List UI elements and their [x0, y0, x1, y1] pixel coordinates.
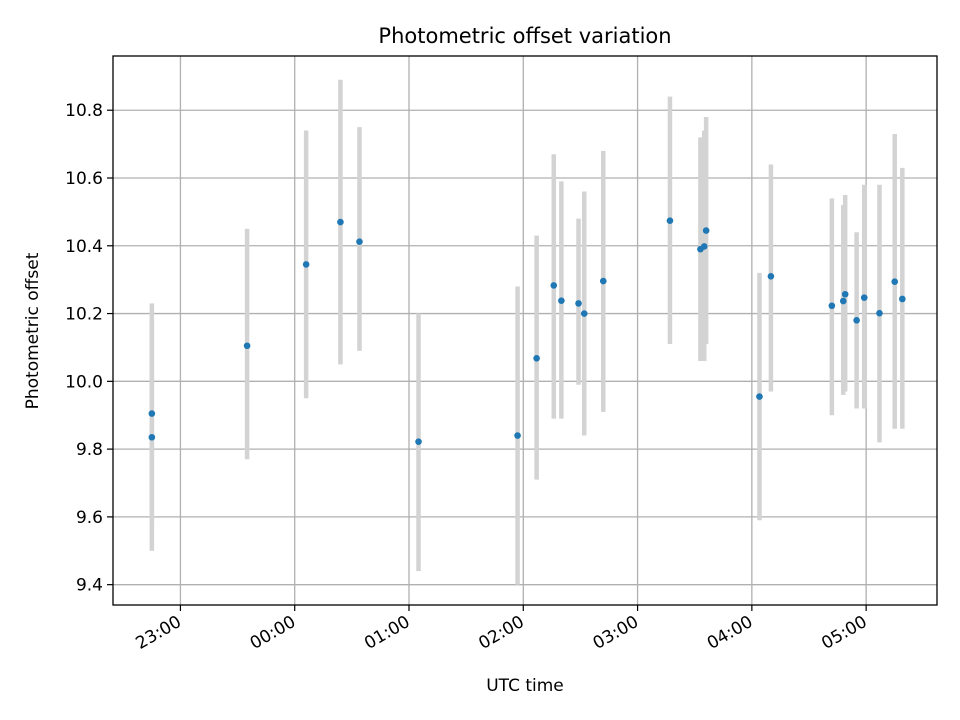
y-tick-label: 9.8: [76, 440, 103, 460]
x-tick-label: 03:00: [590, 612, 642, 654]
y-axis-ticks: 9.4 9.6 9.8 10.0 10.2 10.4 10.6 10.8: [65, 101, 113, 596]
data-point: [356, 238, 363, 246]
data-point: [148, 433, 156, 441]
y-tick-label: 9.4: [76, 576, 103, 596]
y-tick-label: 10.2: [65, 305, 103, 325]
data-point: [302, 261, 310, 268]
data-points: [148, 217, 906, 445]
y-tick-label: 10.0: [65, 372, 103, 392]
grid-lines: [113, 56, 937, 605]
x-tick-label: 23:00: [132, 612, 184, 654]
chart-title: Photometric offset variation: [378, 24, 671, 48]
errorbars: [149, 79, 905, 585]
x-axis-ticks: 23:00 00:00 01:00 02:00 03:00 04:00 05:00: [132, 605, 871, 654]
y-tick-label: 9.6: [76, 508, 103, 528]
data-point: [243, 342, 251, 350]
data-point: [666, 217, 674, 224]
data-point: [828, 302, 836, 310]
data-point: [415, 438, 422, 445]
data-point: [756, 393, 763, 400]
data-point: [599, 277, 607, 285]
data-point: [841, 290, 849, 298]
data-point: [580, 310, 588, 317]
y-axis-label: Photometric offset: [23, 252, 43, 409]
x-tick-label: 02:00: [475, 612, 527, 654]
data-point: [839, 297, 847, 305]
x-tick-label: 05:00: [818, 612, 870, 654]
data-point: [853, 317, 860, 324]
data-point: [700, 243, 708, 250]
data-point: [891, 278, 899, 286]
x-tick-label: 00:00: [247, 612, 299, 654]
data-point: [876, 309, 883, 317]
data-point: [148, 410, 156, 417]
data-point: [575, 300, 582, 307]
y-tick-label: 10.4: [65, 237, 103, 257]
data-point: [899, 295, 906, 303]
y-tick-label: 10.8: [65, 101, 103, 121]
data-point: [514, 432, 521, 439]
data-point: [550, 282, 558, 289]
x-tick-label: 04:00: [704, 612, 756, 654]
data-point: [558, 297, 565, 304]
data-point: [337, 218, 344, 226]
x-tick-label: 01:00: [361, 612, 413, 654]
data-point: [533, 354, 540, 362]
y-tick-label: 10.6: [65, 169, 103, 189]
plot-frame: [112, 55, 938, 606]
data-point: [702, 227, 710, 234]
data-point: [767, 272, 775, 280]
data-point: [860, 294, 868, 301]
x-axis-label: UTC time: [486, 676, 564, 696]
